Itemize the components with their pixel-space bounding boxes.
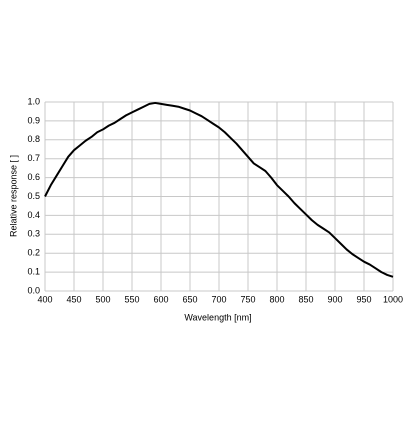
x-tick-label: 750: [240, 294, 255, 304]
y-tick-label: 0.6: [27, 172, 40, 182]
x-tick-label: 950: [356, 294, 371, 304]
y-tick-label: 0.4: [27, 210, 40, 220]
y-tick-label: 0.8: [27, 134, 40, 144]
x-tick-label: 1000: [383, 294, 403, 304]
x-tick-label: 900: [327, 294, 342, 304]
y-tick-label: 0.2: [27, 248, 40, 258]
y-tick-label: 0.1: [27, 266, 40, 276]
y-tick-label: 0.0: [27, 285, 40, 295]
y-tick-label: 1.0: [27, 96, 40, 106]
x-tick-label: 450: [66, 294, 81, 304]
line: [44, 101, 394, 278]
x-tick-label: 800: [269, 294, 284, 304]
y-tick-label: 0.5: [27, 191, 40, 201]
x-axis-label: Wavelength [nm]: [184, 312, 251, 322]
y-tick-label: 0.9: [27, 115, 40, 125]
x-tick-label: 400: [37, 294, 52, 304]
y-axis-label: Relative response [ ]: [8, 155, 18, 237]
x-tick-label: 650: [182, 294, 197, 304]
y-tick-label: 0.7: [27, 153, 40, 163]
x-tick-label: 550: [124, 294, 139, 304]
x-tick-label: 700: [211, 294, 226, 304]
x-tick-label: 500: [95, 294, 110, 304]
y-tick-label: 0.3: [27, 229, 40, 239]
x-tick-label: 850: [298, 294, 313, 304]
x-tick-label: 600: [153, 294, 168, 304]
